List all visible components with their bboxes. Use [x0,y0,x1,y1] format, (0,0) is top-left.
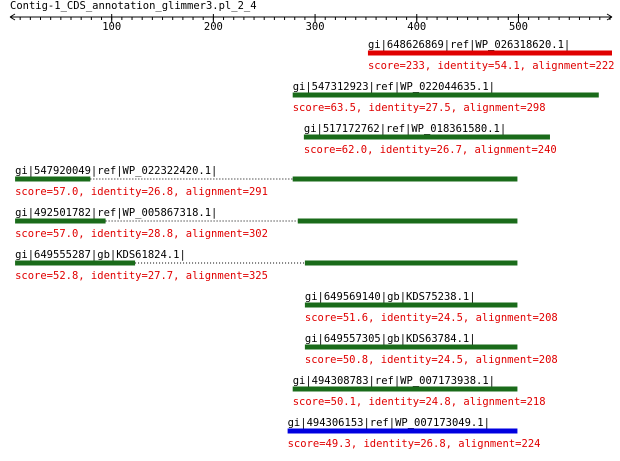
hit-score: score=52.8, identity=27.7, alignment=325 [15,270,268,282]
hit-segment [297,218,518,224]
hit-label: gi|494308783|ref|WP_007173938.1| [293,375,495,387]
title: Contig-1_CDS_annotation_glimmer3.pl_2_4 [10,0,257,12]
hit-label: gi|648626869|ref|WP_026318620.1| [368,39,570,51]
hit-label: gi|547312923|ref|WP_022044635.1| [293,81,495,93]
hit-segment [303,134,550,140]
tick-label: 400 [407,21,426,33]
hit-label: gi|492501782|ref|WP_005867318.1| [15,207,217,219]
hit-segment [304,344,518,350]
hit-segment [304,302,518,308]
hit-label: gi|494306153|ref|WP_007173049.1| [288,417,490,429]
hit-label: gi|517172762|ref|WP_018361580.1| [304,123,506,135]
hit-score: score=233, identity=54.1, alignment=222 [368,60,615,72]
hit-segment [15,218,106,224]
hit-label: gi|649557305|gb|KDS63784.1| [305,333,476,345]
hit-label: gi|649569140|gb|KDS75238.1| [305,291,476,303]
hit-segment [367,50,612,56]
tick-label: 500 [509,21,528,33]
hit-score: score=57.0, identity=28.8, alignment=302 [15,228,268,240]
hit-score: score=51.6, identity=24.5, alignment=208 [305,312,558,324]
tick-label: 200 [204,21,223,33]
hit-score: score=49.3, identity=26.8, alignment=224 [288,438,541,450]
hit-segment [287,428,518,434]
tick-label: 100 [102,21,121,33]
hit-score: score=57.0, identity=26.8, alignment=291 [15,186,268,198]
hit-segment [15,176,91,182]
hit-score: score=50.1, identity=24.8, alignment=218 [293,396,546,408]
ruler-arrows [9,13,613,21]
hit-segment [292,386,518,392]
hit-segment [304,260,518,266]
tick-label: 300 [306,21,325,33]
hit-segment [292,92,599,98]
hit-segment [15,260,136,266]
hit-segment [292,176,518,182]
hit-score: score=50.8, identity=24.5, alignment=208 [305,354,558,366]
hit-label: gi|547920049|ref|WP_022322420.1| [15,165,217,177]
hit-score: score=63.5, identity=27.5, alignment=298 [293,102,546,114]
hit-label: gi|649555287|gb|KDS61824.1| [15,249,186,261]
hit-score: score=62.0, identity=26.7, alignment=240 [304,144,557,156]
